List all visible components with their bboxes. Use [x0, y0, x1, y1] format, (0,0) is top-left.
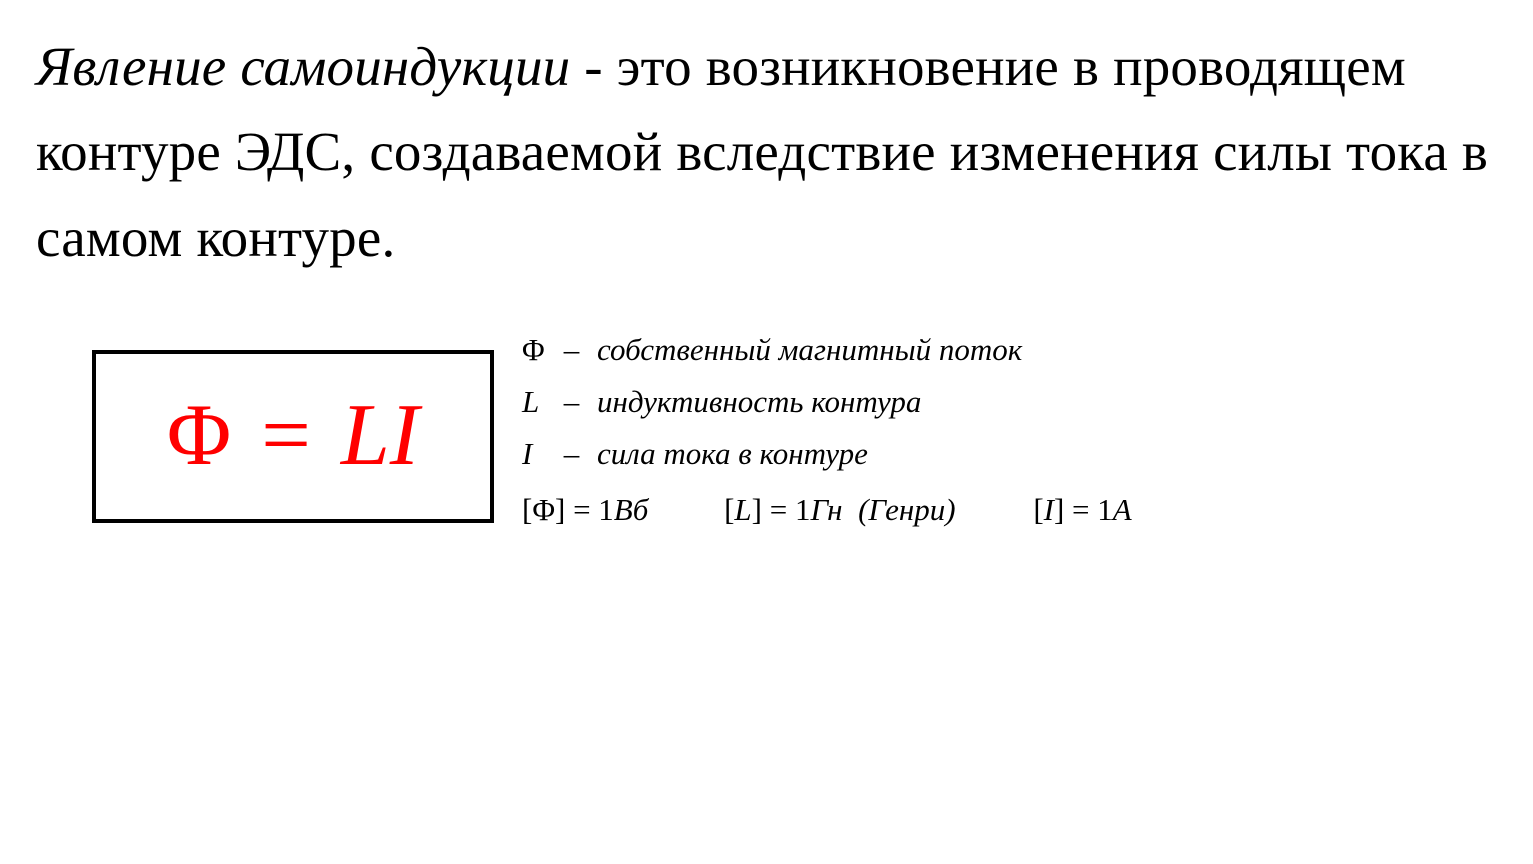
unit-phi-eq: = [573, 492, 590, 527]
unit-I-val: 1 [1097, 492, 1113, 527]
term: Явление самоиндукции [36, 36, 570, 97]
content-row: Φ = LI Φ – собственный магнитный поток L… [36, 350, 1497, 536]
page: Явление самоиндукции - это возникновение… [0, 0, 1533, 536]
legend-dash: – [564, 332, 580, 367]
formula-I: I [390, 387, 419, 484]
legend-dash: – [564, 384, 580, 419]
unit-L-unit: Гн [810, 492, 842, 527]
unit-L-eq: = [770, 492, 787, 527]
unit-L-bracket-open: [ [724, 492, 734, 527]
legend-row-I: I – сила тока в контуре [522, 428, 1132, 480]
unit-L: [L] = 1Гн (Генри) [724, 484, 955, 536]
legend-desc-I: сила тока в контуре [597, 436, 868, 471]
unit-I: [I] = 1А [1033, 484, 1131, 536]
unit-I-eq: = [1072, 492, 1089, 527]
unit-phi-val: 1 [598, 492, 614, 527]
formula: Φ = LI [167, 392, 419, 480]
unit-L-sym: L [734, 492, 751, 527]
formula-box: Φ = LI [92, 350, 494, 523]
legend-desc-L: индуктивность контура [597, 384, 921, 419]
legend-row-L: L – индуктивность контура [522, 376, 1132, 428]
unit-L-bracket-close: ] [752, 492, 762, 527]
formula-L: L [341, 387, 390, 484]
formula-phi: Φ [167, 387, 231, 484]
unit-L-paren: (Генри) [858, 492, 956, 527]
unit-L-val: 1 [795, 492, 811, 527]
legend-symbol-phi: Φ [522, 324, 550, 376]
unit-I-bracket-open: [ [1033, 492, 1043, 527]
legend-symbol-I: I [522, 428, 550, 480]
formula-equals: = [261, 387, 311, 484]
legend-units-row: [Φ] = 1Вб [L] = 1Гн (Генри) [I] = 1А [522, 484, 1132, 536]
unit-I-sym: I [1044, 492, 1054, 527]
formula-box-wrap: Φ = LI [92, 350, 494, 523]
legend-row-phi: Φ – собственный магнитный поток [522, 324, 1132, 376]
legend-dash: – [564, 436, 580, 471]
unit-I-bracket-close: ] [1054, 492, 1064, 527]
unit-phi: [Φ] = 1Вб [522, 484, 648, 536]
legend-symbol-L: L [522, 376, 550, 428]
unit-I-unit: А [1113, 492, 1132, 527]
definition-paragraph: Явление самоиндукции - это возникновение… [36, 24, 1497, 280]
unit-phi-bracket: [Φ] [522, 492, 565, 527]
legend: Φ – собственный магнитный поток L – инду… [522, 324, 1132, 536]
unit-phi-unit: Вб [614, 492, 649, 527]
legend-desc-phi: собственный магнитный поток [597, 332, 1022, 367]
